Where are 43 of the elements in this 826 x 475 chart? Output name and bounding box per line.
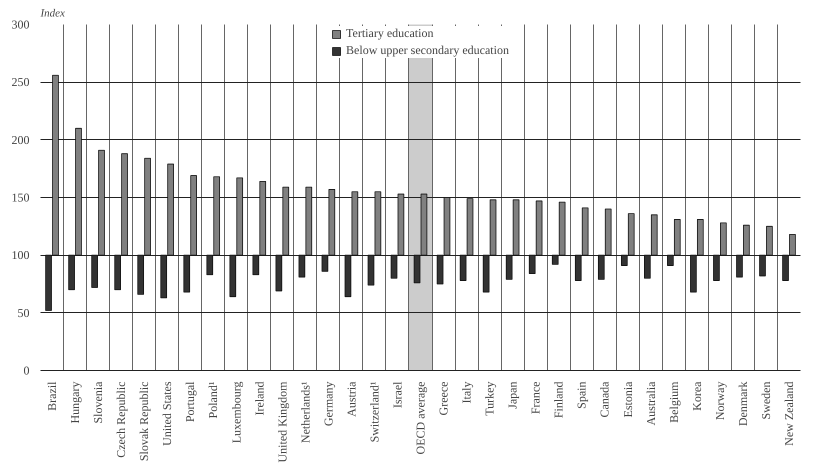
x-tick-label: Germany [321,381,336,426]
x-tick-label: Czech Republic [114,381,128,458]
x-tick-label: Canada [598,380,612,418]
x-tick-label: Spain [574,381,589,409]
x-tick-label: Australia [644,380,658,426]
x-tick-label: Japan [506,381,520,409]
x-tick-label: Denmark [736,381,750,426]
x-tick-label: Switzerland¹ [367,381,382,442]
x-tick-label: Turkey [482,381,497,416]
x-tick-label: Austria [344,380,358,417]
x-tick-label: OECD average [414,382,428,454]
y-tick-label: 150 [12,190,30,204]
y-axis-title: Index [40,8,66,20]
x-tick-label: France [528,381,543,414]
legend-label: Below upper secondary education [346,43,509,58]
y-tick-label: 50 [18,306,30,320]
x-tick-label: Luxembourg [229,381,244,444]
x-tick-label: Norway [712,382,727,420]
x-tick-label: Belgium [666,380,681,423]
x-tick-label: Brazil [45,380,60,411]
x-tick-label: Korea [690,380,704,411]
legend-label: Tertiary education [346,26,434,41]
x-tick-label: Netherlands¹ [298,381,312,444]
x-tick-label: Greece [436,382,451,416]
x-tick-label: United Kingdom [275,380,290,462]
x-tick-label: United States [160,381,174,446]
x-tick-label: Hungary [68,381,82,424]
x-tick-label: Portugal [183,380,198,422]
x-tick-label: Slovenia [91,380,106,424]
x-tick-label: Sweden [758,381,773,420]
x-tick-label: Ireland [252,381,266,416]
y-tick-label: 0 [24,364,30,378]
x-tick-label: Italy [460,381,474,404]
y-tick-label: 100 [12,248,30,262]
x-tick-label: Poland¹ [206,381,220,418]
y-tick-label: 200 [12,132,30,147]
x-tick-label: New Zealand [782,381,796,446]
x-tick-label: Estonia [620,380,635,418]
x-tick-label: Slovak Republic [137,381,152,462]
y-tick-label: 250 [12,75,30,90]
y-tick-label: 300 [12,18,30,32]
x-tick-label: Israel [390,380,404,408]
x-tick-label: Finland [552,381,566,418]
